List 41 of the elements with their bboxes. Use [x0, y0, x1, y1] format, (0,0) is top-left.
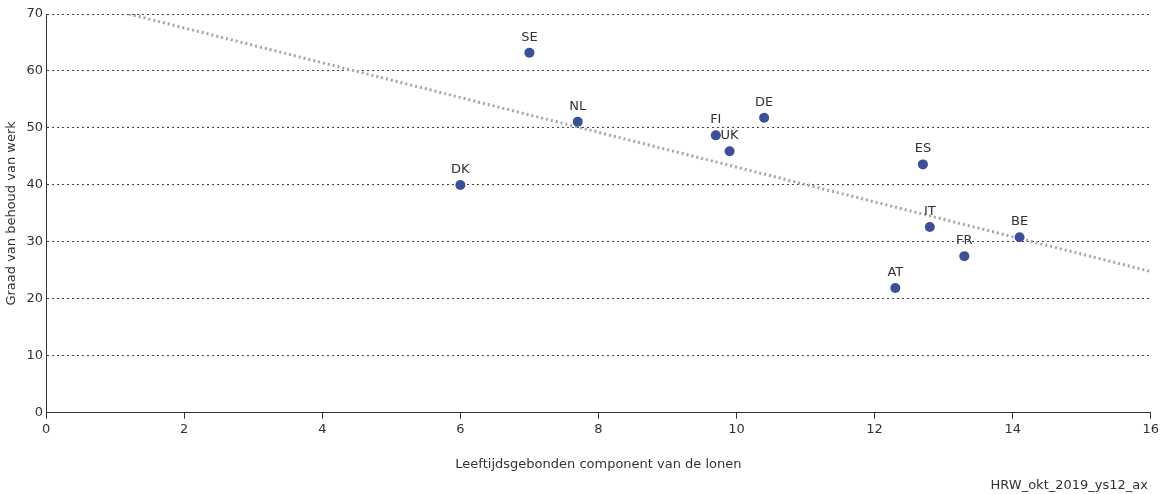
point	[759, 112, 770, 123]
point	[917, 159, 928, 170]
annotation: FI	[710, 111, 722, 127]
x-tick-label: 14	[1004, 420, 1021, 436]
y-tick-label: 20	[26, 290, 44, 306]
x-axis-title: Leeftijdsgebonden component van de lonen	[455, 455, 742, 471]
point	[924, 222, 935, 233]
x-tick-label: 10	[728, 420, 745, 436]
y-tick-label: 30	[26, 233, 44, 249]
annotation: BE	[1010, 213, 1029, 229]
annotation: SE	[521, 28, 538, 44]
x-tick-label: 4	[318, 420, 327, 436]
y-tick-label: 10	[26, 347, 44, 363]
x-tick-label: 12	[866, 420, 883, 436]
x-tick-label: 16	[1142, 420, 1159, 436]
annotation: IT	[923, 202, 936, 218]
point	[455, 179, 466, 190]
y-tick-label: 70	[26, 5, 44, 21]
y-tick-label: 50	[26, 119, 44, 135]
point	[724, 146, 735, 157]
x-tick-label: 8	[594, 420, 603, 436]
annotation: FR	[956, 232, 973, 247]
y-tick-label: 0	[34, 404, 44, 420]
point	[524, 47, 535, 58]
x-tick-label: 6	[456, 420, 465, 436]
y-tick-label: 40	[26, 176, 44, 192]
x-tick-label: 2	[180, 420, 189, 436]
point	[710, 130, 721, 141]
point	[572, 116, 583, 127]
text: HRW_okt_2019_ys12_ax	[990, 476, 1149, 492]
annotation: DK	[451, 160, 471, 176]
annotation: UK	[720, 127, 740, 143]
annotation: AT	[887, 263, 904, 279]
annotation: DE	[755, 93, 774, 109]
point	[1014, 232, 1025, 243]
y-axis-title: Graad van behoud van werk	[3, 120, 19, 306]
point	[890, 283, 901, 294]
annotation: ES	[914, 140, 932, 156]
point	[959, 251, 970, 262]
annotation: NL	[569, 97, 587, 113]
y-tick-label: 60	[26, 62, 44, 78]
